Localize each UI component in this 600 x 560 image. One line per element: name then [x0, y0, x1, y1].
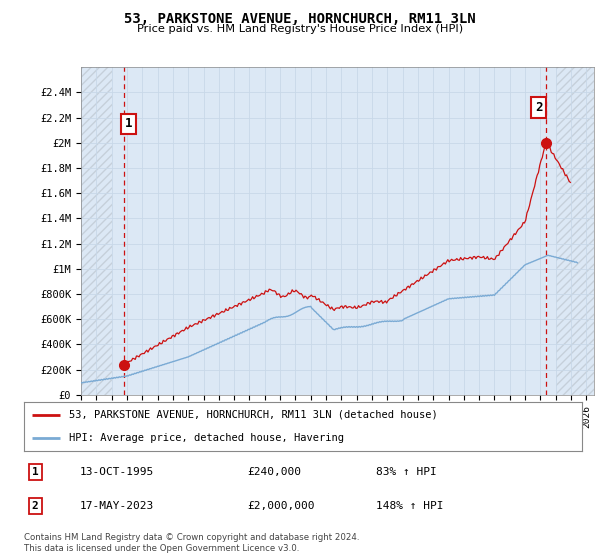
- Text: 53, PARKSTONE AVENUE, HORNCHURCH, RM11 3LN: 53, PARKSTONE AVENUE, HORNCHURCH, RM11 3…: [124, 12, 476, 26]
- Text: 1: 1: [32, 467, 38, 477]
- Text: £240,000: £240,000: [247, 467, 301, 477]
- Text: Contains HM Land Registry data © Crown copyright and database right 2024.
This d: Contains HM Land Registry data © Crown c…: [24, 533, 359, 553]
- Text: 1: 1: [125, 118, 132, 130]
- Text: 148% ↑ HPI: 148% ↑ HPI: [376, 501, 443, 511]
- Text: HPI: Average price, detached house, Havering: HPI: Average price, detached house, Have…: [68, 433, 344, 444]
- Bar: [556, 67, 594, 395]
- Text: 13-OCT-1995: 13-OCT-1995: [80, 467, 154, 477]
- Text: £2,000,000: £2,000,000: [247, 501, 315, 511]
- Text: 83% ↑ HPI: 83% ↑ HPI: [376, 467, 436, 477]
- Bar: [81, 67, 112, 395]
- Text: 2: 2: [535, 101, 542, 114]
- Text: 2: 2: [32, 501, 38, 511]
- Text: 53, PARKSTONE AVENUE, HORNCHURCH, RM11 3LN (detached house): 53, PARKSTONE AVENUE, HORNCHURCH, RM11 3…: [68, 410, 437, 420]
- Text: Price paid vs. HM Land Registry's House Price Index (HPI): Price paid vs. HM Land Registry's House …: [137, 24, 463, 34]
- Text: 17-MAY-2023: 17-MAY-2023: [80, 501, 154, 511]
